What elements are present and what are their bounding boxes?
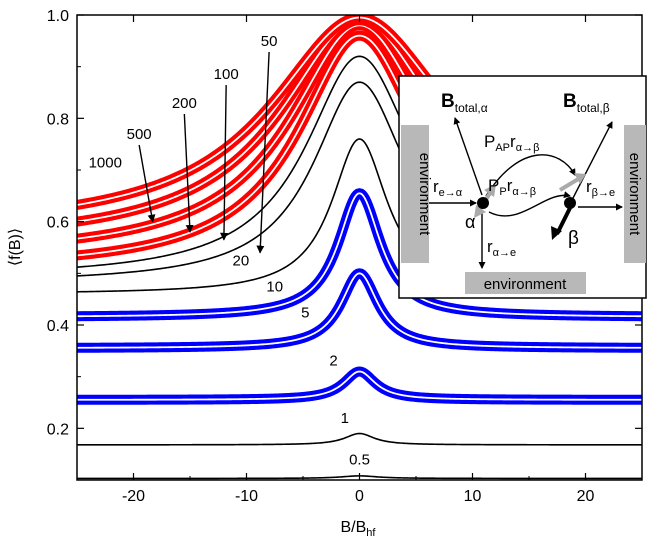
env-right-box xyxy=(624,125,646,263)
env-bottom-label: environment xyxy=(484,276,567,293)
series-labels-group: 0.5 1 2 5 10 20 50 100 200 500 1000 xyxy=(89,33,370,469)
inset-diagram: environment environment environment Btot… xyxy=(398,75,647,299)
series-label-500: 500 xyxy=(127,126,152,143)
alpha-spin-head-bottom xyxy=(474,205,486,218)
series-label-0-5: 0.5 xyxy=(349,452,370,469)
series-label-50: 50 xyxy=(261,33,278,50)
alpha-dot xyxy=(477,197,489,209)
curve-2-band xyxy=(77,366,642,405)
x-axis-label: B/Bhf xyxy=(341,519,377,539)
curve-5-centerline xyxy=(77,272,642,349)
p-p-label: PPrα→β xyxy=(488,176,536,198)
series-label-20: 20 xyxy=(233,253,250,270)
r-beta-e-label: rβ→e xyxy=(586,177,615,199)
arrow-b-total-beta xyxy=(571,121,613,201)
curve-1 xyxy=(77,432,642,446)
y-tick-label: 0.2 xyxy=(47,421,69,438)
beta-spin-grey-head xyxy=(574,173,586,184)
arrows-group xyxy=(138,51,270,254)
curve-2-centerline xyxy=(77,370,642,401)
env-left-label: environment xyxy=(416,153,433,236)
series-arrow-500 xyxy=(138,144,156,223)
series-arrow-200 xyxy=(183,113,194,233)
series-label-1000: 1000 xyxy=(89,154,122,171)
ticks-group: -20 -10 0 10 20 0.2 0.4 0.6 0.8 1.0 xyxy=(47,8,642,505)
beta-dot xyxy=(564,197,576,209)
x-tick-label: 0 xyxy=(355,488,364,505)
y-tick-label: 0.8 xyxy=(47,111,69,128)
series-arrow-50 xyxy=(256,51,270,254)
arrow-b-total-alpha xyxy=(453,117,483,196)
series-arrow-100 xyxy=(220,85,229,241)
arrow-p-ap xyxy=(485,154,576,197)
beta-spin-grey-arrow xyxy=(558,176,582,192)
env-right-label: environment xyxy=(626,153,643,236)
x-tick-label: -20 xyxy=(122,488,145,505)
series-label-2: 2 xyxy=(329,352,337,369)
r-e-alpha-label: re→α xyxy=(433,177,463,199)
b-total-alpha-label: Btotal,α xyxy=(441,91,488,115)
series-label-5: 5 xyxy=(301,304,309,321)
p-ap-label: PAPrα→β xyxy=(484,132,539,154)
alpha-label: α xyxy=(465,212,475,232)
x-tick-label: 10 xyxy=(464,488,482,505)
env-left-box xyxy=(401,125,429,263)
x-tick-label: 20 xyxy=(577,488,595,505)
arrow-beta-spin-head xyxy=(551,226,562,240)
inset-frame xyxy=(398,75,647,299)
y-tick-label: 0.6 xyxy=(47,215,69,232)
y-axis-label: ⟨f(B)⟩ xyxy=(7,228,24,266)
curve-5 xyxy=(77,268,642,353)
y-tick-label: 1.0 xyxy=(47,8,69,25)
arrow-beta-spin xyxy=(555,207,572,235)
env-bottom-box xyxy=(465,272,586,294)
arrow-p-p xyxy=(488,191,571,217)
beta-label: β xyxy=(568,228,579,249)
curve-2 xyxy=(77,366,642,405)
curve-10 xyxy=(77,188,642,322)
series-label-10: 10 xyxy=(266,278,283,295)
y-tick-label: 0.4 xyxy=(47,318,69,335)
series-label-1: 1 xyxy=(341,410,349,427)
series-label-100: 100 xyxy=(214,66,239,83)
series-label-200: 200 xyxy=(172,95,197,112)
r-alpha-e-label: rα→e xyxy=(487,237,516,259)
alpha-spin-head-top xyxy=(484,184,496,197)
curve-10-centerline xyxy=(77,192,642,318)
b-total-beta-label: Btotal,β xyxy=(563,91,610,115)
x-tick-label: -10 xyxy=(235,488,258,505)
